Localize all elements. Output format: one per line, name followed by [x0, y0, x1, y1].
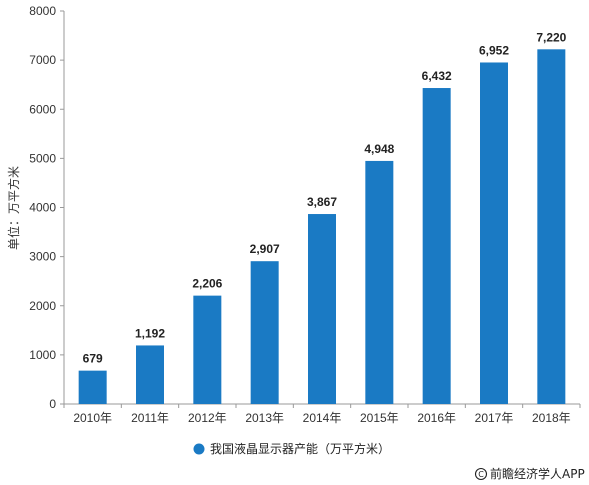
y-tick-label: 7000 [29, 53, 56, 67]
bars [78, 49, 566, 404]
bar-6 [422, 88, 451, 404]
data-label-7: 6,952 [479, 43, 509, 57]
y-axis-ticks: 0 1000 2000 3000 4000 5000 6000 7000 8000 [29, 4, 64, 411]
y-tick-label: 8000 [29, 4, 56, 18]
y-tick-label: 2000 [29, 299, 56, 313]
data-label-8: 7,220 [536, 30, 566, 44]
x-tick-label: 2017年 [475, 411, 514, 425]
y-tick-label: 1000 [29, 348, 56, 362]
source-text: 前瞻经济学人APP [490, 466, 585, 481]
y-axis-title: 单位：万平方米 [6, 166, 21, 250]
x-tick-label: 2014年 [303, 411, 342, 425]
legend-label: 我国液晶显示器产能（万平方米） [210, 441, 390, 456]
legend-marker [193, 443, 205, 455]
y-tick-label: 3000 [29, 250, 56, 264]
data-label-2: 2,206 [192, 277, 222, 291]
y-tick-label: 0 [49, 397, 56, 411]
x-axis-ticks: 2010年 2011年 2012年 2013年 2014年 2015年 2016年 2017年… [63, 404, 581, 425]
y-tick-label: 6000 [29, 102, 56, 116]
data-label-4: 3,867 [307, 195, 337, 209]
data-label-3: 2,907 [250, 242, 280, 256]
x-tick-label: 2015年 [360, 411, 399, 425]
data-label-1: 1,192 [135, 326, 165, 340]
bar-1 [136, 345, 164, 404]
y-tick-label: 5000 [29, 151, 56, 165]
bar-2 [193, 295, 222, 404]
x-tick-label: 2010年 [73, 411, 112, 425]
y-tick-label: 4000 [29, 201, 56, 215]
bar-0 [78, 370, 107, 404]
x-tick-label: 2013年 [245, 411, 284, 425]
data-labels: 679 1,192 2,206 2,907 3,867 4,948 6,432 6,952 7,… [83, 30, 567, 365]
bar-4 [308, 214, 336, 404]
bar-7 [480, 62, 508, 404]
copyright-icon [474, 467, 488, 481]
x-tick-label: 2018年 [532, 411, 571, 425]
x-tick-label: 2012年 [188, 411, 227, 425]
data-label-0: 679 [83, 352, 103, 366]
data-label-6: 6,432 [422, 69, 452, 83]
source-note: C 前瞻经济学人APP [474, 466, 585, 481]
data-label-5: 4,948 [364, 142, 394, 156]
bar-5 [365, 160, 394, 404]
bar-3 [250, 261, 279, 404]
legend: 我国液晶显示器产能（万平方米） [193, 441, 390, 456]
bar-8 [537, 49, 566, 404]
copyright-icon-glyph: C [478, 470, 484, 479]
x-tick-label: 2011年 [131, 411, 169, 425]
x-tick-label: 2016年 [417, 411, 456, 425]
